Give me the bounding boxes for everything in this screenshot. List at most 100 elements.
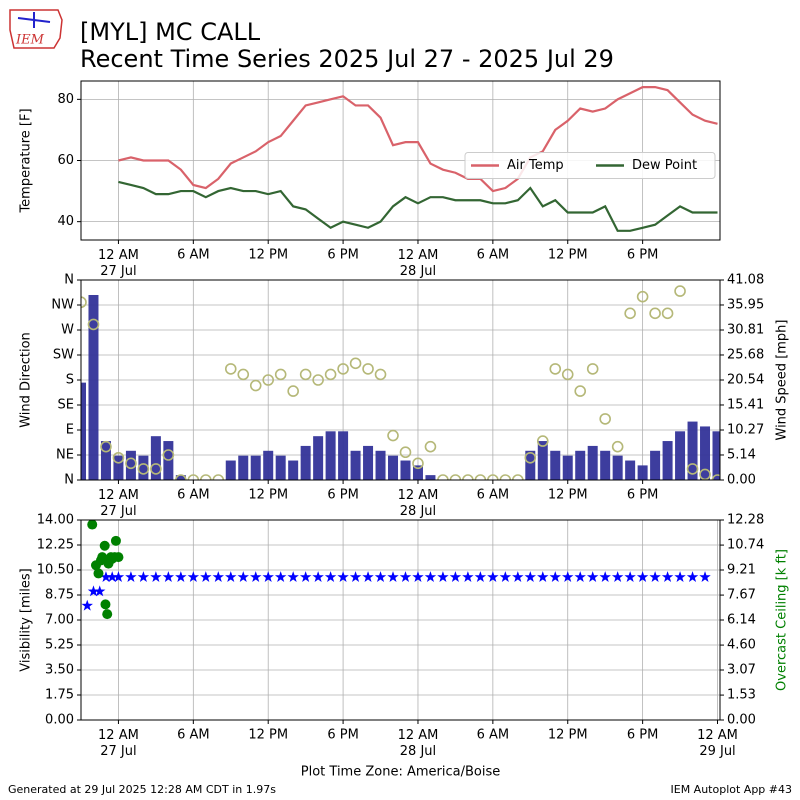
chart: 12 AM 27 Jul 6 AM 12 PM 6 PM 12 AM 28 Jul 6 AM 1… [19,273,790,519]
x-tick-label: 6 AM [477,728,510,743]
x-tick-label: 6 PM [327,488,358,503]
visibility-point [287,571,299,582]
visibility-point [162,571,175,582]
axes-frame [80,80,721,241]
y-tick-label: 8.75 [45,588,74,603]
visibility-point [574,571,586,582]
x-tick-label: 12 AM 28 Jul [398,728,439,759]
visibility-point [649,571,661,582]
wind-direction-point [536,435,549,447]
wind-direction-point [224,363,237,375]
y-tick-label: 40 [57,214,74,229]
visibility-point [699,571,711,582]
wind-direction-point [374,368,387,381]
wind-speed-bar [225,460,236,480]
y2-tick-label: 4.60 [727,638,756,653]
x-tick-label: 12 PM [548,248,588,263]
wind-direction-point [324,368,337,381]
chart: 12 AM 27 Jul 6 AM 12 PM 6 PM 12 AM 28 Jul 6 AM 1… [19,513,790,780]
wind-direction-point [249,379,262,392]
y-tick-label: SE [58,398,74,413]
wind-speed-bar [350,450,361,480]
y-tick-label: 5.25 [45,638,74,653]
x-tick-label: 12 PM [248,248,288,263]
visibility-point [225,571,237,582]
ceiling-point [113,552,124,563]
y-tick-label: S [66,373,74,388]
wind-speed-bar [712,431,720,480]
visibility-point [112,571,125,582]
wind-direction-point [262,374,275,386]
ceiling-point [102,609,113,620]
visibility-point [87,585,100,597]
y-axis-label: Visibility [miles] [19,568,34,671]
wind-direction-point [287,385,299,397]
wind-speed-bar [338,431,349,480]
y-tick-label: NW [51,298,74,313]
wind-direction-point [686,463,699,475]
wind-speed-bar [275,455,286,480]
x-tick-label: 6 AM [177,488,210,503]
wind-direction-point [337,363,349,375]
visibility-point [212,571,224,582]
wind-speed-bar [175,475,186,480]
wind-direction-point [237,368,250,381]
wind-direction-point [412,457,424,470]
wind-speed-bar [412,465,423,480]
y2-tick-label: 10.27 [727,423,764,438]
x-tick-label: 6 PM [627,728,658,743]
wind-direction-point [212,474,225,480]
x-tick-label: 12 AM 28 Jul [398,488,439,519]
visibility-point [200,571,212,582]
y-tick-label: N [64,473,74,488]
visibility-point [94,585,106,597]
wind-direction-point [81,296,87,309]
wind-direction-point [299,368,312,381]
y-tick-label: SW [53,348,74,363]
axes-frame [80,279,721,481]
wind-speed-bar [625,460,636,480]
visibility-point [81,599,93,611]
wind-direction-point [512,474,524,480]
wind-direction-point [200,474,212,480]
wind-speed-bar [612,455,623,480]
legend-label: Air Temp [507,158,564,173]
y2-tick-label: 0.00 [727,473,756,488]
wind-speed-bar [562,455,573,480]
wind-speed-bar [537,441,548,480]
y-tick-label: 80 [57,92,74,107]
wind-speed-bar [363,445,374,480]
wind-speed-bar [238,455,249,480]
y-tick-label: 7.00 [45,613,74,628]
wind-speed-bar [400,460,411,480]
wind-direction-point [624,307,636,320]
visibility-point [512,571,524,582]
logo-lines [17,12,51,28]
visibility-point [437,571,449,582]
x-tick-label: 12 AM 29 Jul [697,728,738,759]
wind-speed-bar [637,465,648,480]
y-tick-label: NE [56,448,74,463]
wind-direction-point [187,474,200,480]
visibility-point [175,571,187,582]
x-tick-label: 12 PM [248,728,288,743]
x-tick-label: 6 AM [177,728,210,743]
visibility-point [299,571,312,582]
footer-right: IEM Autoplot App #43 [671,783,793,796]
visibility-point [262,571,274,582]
visibility-point [686,571,699,582]
wind-speed-bar [100,441,111,480]
visibility-point [349,571,362,582]
title: [MYL] MC CALL [80,18,261,46]
wind-direction-point [549,363,562,375]
visibility-point [374,571,387,582]
ceiling-point [99,540,110,551]
y2-tick-label: 9.21 [727,563,756,578]
y-tick-label: E [66,423,74,438]
visibility-point [661,571,674,582]
visibility-point [599,571,611,582]
wind-direction-point [387,429,399,442]
wind-direction-point [474,474,487,480]
wind-speed-bar [250,455,261,480]
plot-area [118,86,718,232]
